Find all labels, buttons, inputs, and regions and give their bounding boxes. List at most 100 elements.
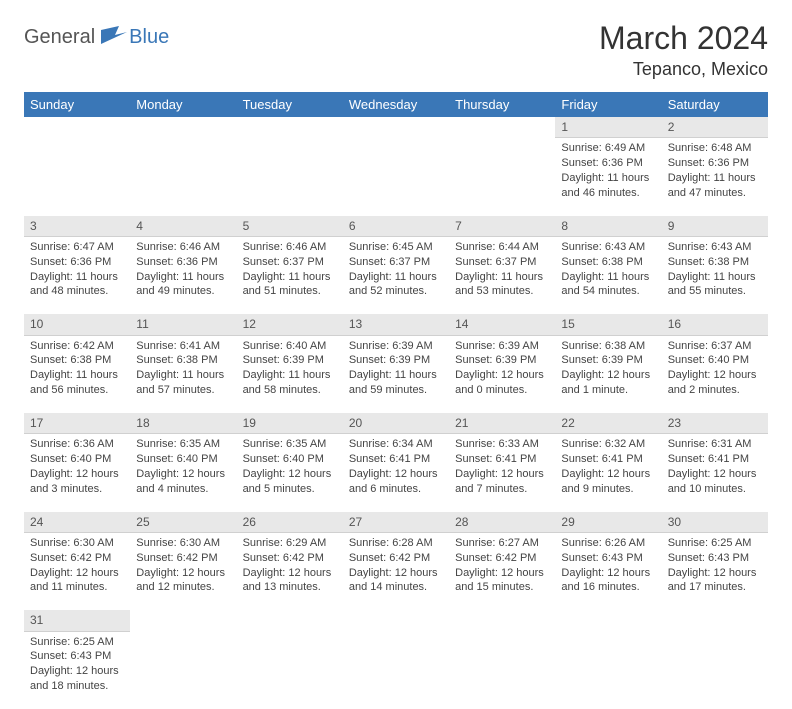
day-number-cell: 10 <box>24 314 130 335</box>
day-number-cell: 23 <box>662 413 768 434</box>
day-content-cell <box>237 138 343 216</box>
day-number-cell: 11 <box>130 314 236 335</box>
day-content-cell <box>662 631 768 709</box>
daylight-line: Daylight: 12 hours and 11 minutes. <box>30 566 124 596</box>
sunrise-line: Sunrise: 6:39 AM <box>455 339 549 354</box>
day-content-cell <box>449 138 555 216</box>
day-number-cell: 20 <box>343 413 449 434</box>
weekday-header: Wednesday <box>343 92 449 117</box>
sunrise-line: Sunrise: 6:28 AM <box>349 536 443 551</box>
sunset-line: Sunset: 6:36 PM <box>561 156 655 171</box>
sunrise-line: Sunrise: 6:26 AM <box>561 536 655 551</box>
daynum-row: 17181920212223 <box>24 413 768 434</box>
day-content-cell: Sunrise: 6:37 AMSunset: 6:40 PMDaylight:… <box>662 335 768 413</box>
sunset-line: Sunset: 6:36 PM <box>136 255 230 270</box>
sunset-line: Sunset: 6:40 PM <box>668 353 762 368</box>
day-content-cell: Sunrise: 6:46 AMSunset: 6:36 PMDaylight:… <box>130 236 236 314</box>
sunrise-line: Sunrise: 6:38 AM <box>561 339 655 354</box>
location: Tepanco, Mexico <box>599 59 768 80</box>
day-number-cell: 12 <box>237 314 343 335</box>
day-number-cell: 29 <box>555 512 661 533</box>
day-content-cell: Sunrise: 6:25 AMSunset: 6:43 PMDaylight:… <box>24 631 130 709</box>
day-number-cell: 28 <box>449 512 555 533</box>
day-number-cell <box>237 117 343 138</box>
calendar-table: Sunday Monday Tuesday Wednesday Thursday… <box>24 92 768 709</box>
day-number-cell: 31 <box>24 610 130 631</box>
daylight-line: Daylight: 12 hours and 5 minutes. <box>243 467 337 497</box>
daylight-line: Daylight: 12 hours and 12 minutes. <box>136 566 230 596</box>
day-number-cell: 21 <box>449 413 555 434</box>
weekday-header: Sunday <box>24 92 130 117</box>
day-content-cell <box>555 631 661 709</box>
day-content-cell <box>130 631 236 709</box>
day-content-cell: Sunrise: 6:32 AMSunset: 6:41 PMDaylight:… <box>555 434 661 512</box>
sunset-line: Sunset: 6:38 PM <box>136 353 230 368</box>
day-content-cell: Sunrise: 6:49 AMSunset: 6:36 PMDaylight:… <box>555 138 661 216</box>
day-number-cell: 8 <box>555 216 661 237</box>
daylight-line: Daylight: 12 hours and 1 minute. <box>561 368 655 398</box>
sunrise-line: Sunrise: 6:32 AM <box>561 437 655 452</box>
day-number-cell: 7 <box>449 216 555 237</box>
day-content-cell: Sunrise: 6:45 AMSunset: 6:37 PMDaylight:… <box>343 236 449 314</box>
weekday-header: Thursday <box>449 92 555 117</box>
sunset-line: Sunset: 6:37 PM <box>243 255 337 270</box>
daylight-line: Daylight: 11 hours and 53 minutes. <box>455 270 549 300</box>
sunrise-line: Sunrise: 6:35 AM <box>243 437 337 452</box>
sunrise-line: Sunrise: 6:34 AM <box>349 437 443 452</box>
weekday-header: Monday <box>130 92 236 117</box>
day-number-cell: 1 <box>555 117 661 138</box>
daylight-line: Daylight: 12 hours and 14 minutes. <box>349 566 443 596</box>
sunrise-line: Sunrise: 6:46 AM <box>243 240 337 255</box>
sunset-line: Sunset: 6:36 PM <box>668 156 762 171</box>
day-content-cell: Sunrise: 6:43 AMSunset: 6:38 PMDaylight:… <box>662 236 768 314</box>
weekday-header: Tuesday <box>237 92 343 117</box>
day-number-cell <box>662 610 768 631</box>
daynum-row: 31 <box>24 610 768 631</box>
sunrise-line: Sunrise: 6:29 AM <box>243 536 337 551</box>
daylight-line: Daylight: 11 hours and 56 minutes. <box>30 368 124 398</box>
day-content-cell <box>449 631 555 709</box>
sunset-line: Sunset: 6:43 PM <box>561 551 655 566</box>
day-number-cell: 25 <box>130 512 236 533</box>
sunset-line: Sunset: 6:43 PM <box>30 649 124 664</box>
day-number-cell: 22 <box>555 413 661 434</box>
day-content-cell <box>343 631 449 709</box>
day-number-cell <box>237 610 343 631</box>
sunset-line: Sunset: 6:42 PM <box>349 551 443 566</box>
day-content-cell: Sunrise: 6:33 AMSunset: 6:41 PMDaylight:… <box>449 434 555 512</box>
day-number-cell <box>555 610 661 631</box>
daylight-line: Daylight: 11 hours and 57 minutes. <box>136 368 230 398</box>
weekday-header: Saturday <box>662 92 768 117</box>
day-number-cell: 26 <box>237 512 343 533</box>
day-content-cell: Sunrise: 6:48 AMSunset: 6:36 PMDaylight:… <box>662 138 768 216</box>
sunset-line: Sunset: 6:43 PM <box>668 551 762 566</box>
sunset-line: Sunset: 6:41 PM <box>349 452 443 467</box>
day-number-cell <box>130 117 236 138</box>
logo-text-blue: Blue <box>129 26 169 49</box>
day-content-cell <box>343 138 449 216</box>
daylight-line: Daylight: 12 hours and 0 minutes. <box>455 368 549 398</box>
sunset-line: Sunset: 6:40 PM <box>243 452 337 467</box>
day-content-cell: Sunrise: 6:44 AMSunset: 6:37 PMDaylight:… <box>449 236 555 314</box>
day-content-cell: Sunrise: 6:39 AMSunset: 6:39 PMDaylight:… <box>343 335 449 413</box>
day-content-cell: Sunrise: 6:29 AMSunset: 6:42 PMDaylight:… <box>237 532 343 610</box>
sunset-line: Sunset: 6:40 PM <box>30 452 124 467</box>
sunset-line: Sunset: 6:38 PM <box>561 255 655 270</box>
sunrise-line: Sunrise: 6:33 AM <box>455 437 549 452</box>
content-row: Sunrise: 6:42 AMSunset: 6:38 PMDaylight:… <box>24 335 768 413</box>
day-number-cell: 3 <box>24 216 130 237</box>
sunrise-line: Sunrise: 6:48 AM <box>668 141 762 156</box>
sunset-line: Sunset: 6:42 PM <box>243 551 337 566</box>
sunset-line: Sunset: 6:39 PM <box>349 353 443 368</box>
daynum-row: 12 <box>24 117 768 138</box>
daylight-line: Daylight: 12 hours and 13 minutes. <box>243 566 337 596</box>
sunrise-line: Sunrise: 6:44 AM <box>455 240 549 255</box>
day-number-cell: 27 <box>343 512 449 533</box>
day-content-cell: Sunrise: 6:31 AMSunset: 6:41 PMDaylight:… <box>662 434 768 512</box>
day-number-cell <box>343 117 449 138</box>
sunset-line: Sunset: 6:37 PM <box>349 255 443 270</box>
sunrise-line: Sunrise: 6:43 AM <box>668 240 762 255</box>
daynum-row: 24252627282930 <box>24 512 768 533</box>
sunset-line: Sunset: 6:41 PM <box>561 452 655 467</box>
day-number-cell: 14 <box>449 314 555 335</box>
